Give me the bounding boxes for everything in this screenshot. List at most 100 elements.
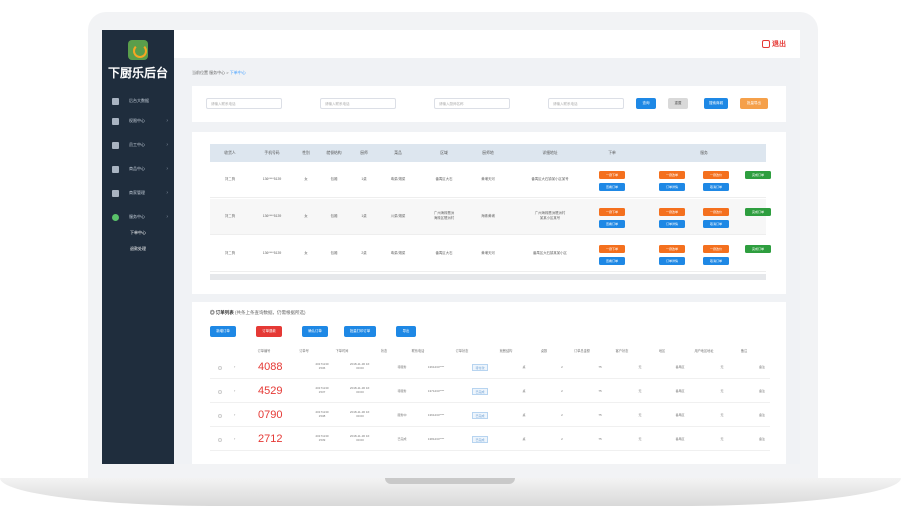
row-select-radio[interactable] [218, 414, 222, 418]
sidebar-subitem-orders[interactable]: 下单中心 [130, 230, 146, 235]
column-header: 就餐结构 [499, 349, 513, 353]
complete-order-button[interactable]: 完成订单 [745, 245, 771, 253]
column-header: 订单状态 [455, 349, 469, 353]
breadcrumb-home[interactable]: 当前位置 [192, 70, 208, 75]
table-cell: 桌 [522, 437, 526, 441]
table-cell: 136****5139 [262, 177, 282, 181]
task-table-header: 收货人 手机号码 性别 就餐结构 厨师 菜品 区域 厨师地 详细地址 下单 服务 [210, 144, 766, 162]
table-row: › 0790 20171130 1538 2018-11-30 16: 00:00 服务… [210, 404, 770, 427]
add-order-button[interactable]: 新增订单 [210, 326, 236, 337]
phone-filter-input[interactable]: 请输入联系电话 [206, 98, 282, 109]
mall-search-button[interactable]: 搜索商城 [704, 98, 728, 109]
table-cell: 包厢 [330, 251, 338, 255]
dispatch-button[interactable]: 一键下单 [599, 208, 625, 216]
sidebar-item-dashboard[interactable]: 后台大数据 [102, 94, 174, 108]
logout-button[interactable]: 退出 [762, 39, 786, 49]
sidebar-item-label: 后台大数据 [129, 98, 149, 103]
expand-row-icon[interactable]: › [234, 388, 236, 393]
change-order-button[interactable]: 一键改单 [659, 171, 685, 179]
export-orders-button[interactable]: 导出 [396, 326, 416, 337]
task-scrollbar[interactable] [210, 274, 766, 280]
sidebar-item-products[interactable]: 商品中心 › [102, 162, 174, 176]
column-header: 收货人 [224, 151, 236, 155]
change-order-button[interactable]: 一键改单 [659, 208, 685, 216]
table-cell: 无 [638, 389, 642, 393]
table-cell: 刘二狗 [224, 214, 236, 218]
table-cell: 粤菜/湘菜 [390, 177, 406, 181]
row-select-radio[interactable] [218, 438, 222, 442]
table-cell: 番禺区大石 [435, 177, 453, 181]
table-cell: 粤菜/湘菜 [390, 251, 406, 255]
order-number: 2712 [258, 433, 283, 445]
sidebar-item-label: 服务中心 [129, 214, 145, 219]
expand-row-icon[interactable]: › [234, 436, 236, 441]
cancel-order-button[interactable]: 取消订单 [703, 220, 729, 228]
sidebar-item-staff[interactable]: 员工中心 › [102, 138, 174, 152]
order-detail-button[interactable]: 订单详情 [659, 257, 685, 265]
expand-row-icon[interactable]: › [234, 364, 236, 369]
table-cell: 无 [720, 365, 724, 369]
reset-button[interactable]: 重置 [668, 98, 688, 109]
table-cell: 1桌 [361, 214, 367, 218]
breadcrumb: 当前位置 服务中心 > 下单中心 [192, 70, 246, 76]
top-bar: 退出 [174, 30, 800, 58]
update-price-button[interactable]: 一键改价 [703, 208, 729, 216]
table-cell: 无 [638, 437, 642, 441]
export-button[interactable]: 批量导出 [740, 98, 768, 109]
phone-filter-input[interactable]: 请输入联系电话 [320, 98, 396, 109]
table-cell: 海珠黄埔 [481, 214, 495, 218]
breadcrumb-parent[interactable]: 服务中心 > [209, 70, 229, 75]
table-cell: 2018-11-30 16: 00:00 [349, 362, 371, 370]
chevron-right-icon: › [166, 142, 168, 148]
cancel-order-button[interactable]: 取消订单 [703, 183, 729, 191]
sidebar-subitem-refunds[interactable]: 退款处理 [130, 246, 146, 251]
dispatch-button[interactable]: 一键下单 [599, 171, 625, 179]
chef-filter-input[interactable]: 请输入厨师名称 [434, 98, 510, 109]
order-card: ◎ 订单列表 (共条上条查询数据，仍需根据所选) 新增订单 订单退款 确认订单 … [192, 302, 786, 464]
table-cell: 20171130 1537 [315, 386, 329, 394]
column-header: 厨师地 [482, 151, 494, 155]
sidebar-item-merchants[interactable]: 商家管理 › [102, 186, 174, 200]
table-cell: 2 [561, 365, 563, 369]
table-cell: 备注 [758, 437, 766, 441]
column-header: 客户状态 [615, 349, 629, 353]
order-detail-button[interactable]: 订单详情 [659, 183, 685, 191]
table-cell: 番禺区 [675, 437, 685, 441]
table-cell: 2 [561, 437, 563, 441]
table-cell: 川菜/湘菜 [390, 214, 406, 218]
chevron-down-icon: › [166, 214, 168, 220]
phone-filter-input[interactable]: 请输入联系电话 [548, 98, 624, 109]
table-cell: 20171130 1536 [315, 362, 329, 370]
column-header: 桌数 [540, 349, 548, 353]
refund-order-button[interactable]: 订单退款 [256, 326, 282, 337]
sidebar-item-label: 权限中心 [129, 118, 145, 123]
update-price-button[interactable]: 一键改价 [703, 171, 729, 179]
update-price-button[interactable]: 一键改价 [703, 245, 729, 253]
order-number: 0790 [258, 409, 283, 421]
order-status-tag: 已完成 [472, 436, 488, 443]
change-order-button[interactable]: 一键改单 [659, 245, 685, 253]
view-order-button[interactable]: 查看订单 [599, 220, 625, 228]
dispatch-button[interactable]: 一键下单 [599, 245, 625, 253]
view-order-button[interactable]: 查看订单 [599, 257, 625, 265]
cancel-order-button[interactable]: 取消订单 [703, 257, 729, 265]
complete-order-button[interactable]: 完成订单 [745, 171, 771, 179]
expand-row-icon[interactable]: › [234, 412, 236, 417]
order-detail-button[interactable]: 订单详情 [659, 220, 685, 228]
table-cell: 备注 [758, 389, 766, 393]
sidebar-item-permissions[interactable]: 权限中心 › [102, 114, 174, 128]
table-cell: 1361234**** [427, 413, 445, 417]
table-row: › 2712 20171130 1539 2018-11-30 16: 00:00 已完… [210, 428, 770, 451]
table-cell: 番禺区大石镇某小区某号 [531, 177, 569, 181]
sidebar-item-service[interactable]: 服务中心 › [102, 210, 174, 224]
view-order-button[interactable]: 查看订单 [599, 183, 625, 191]
confirm-order-button[interactable]: 确认订单 [302, 326, 328, 337]
search-button[interactable]: 查询 [636, 98, 656, 109]
row-select-radio[interactable] [218, 390, 222, 394]
row-select-radio[interactable] [218, 366, 222, 370]
logout-icon [762, 40, 770, 48]
complete-order-button[interactable]: 完成订单 [745, 208, 771, 216]
print-orders-button[interactable]: 批量打印订单 [344, 326, 376, 337]
app-title: 下厨乐后台 [107, 66, 168, 80]
column-header: 就餐结构 [326, 151, 342, 155]
